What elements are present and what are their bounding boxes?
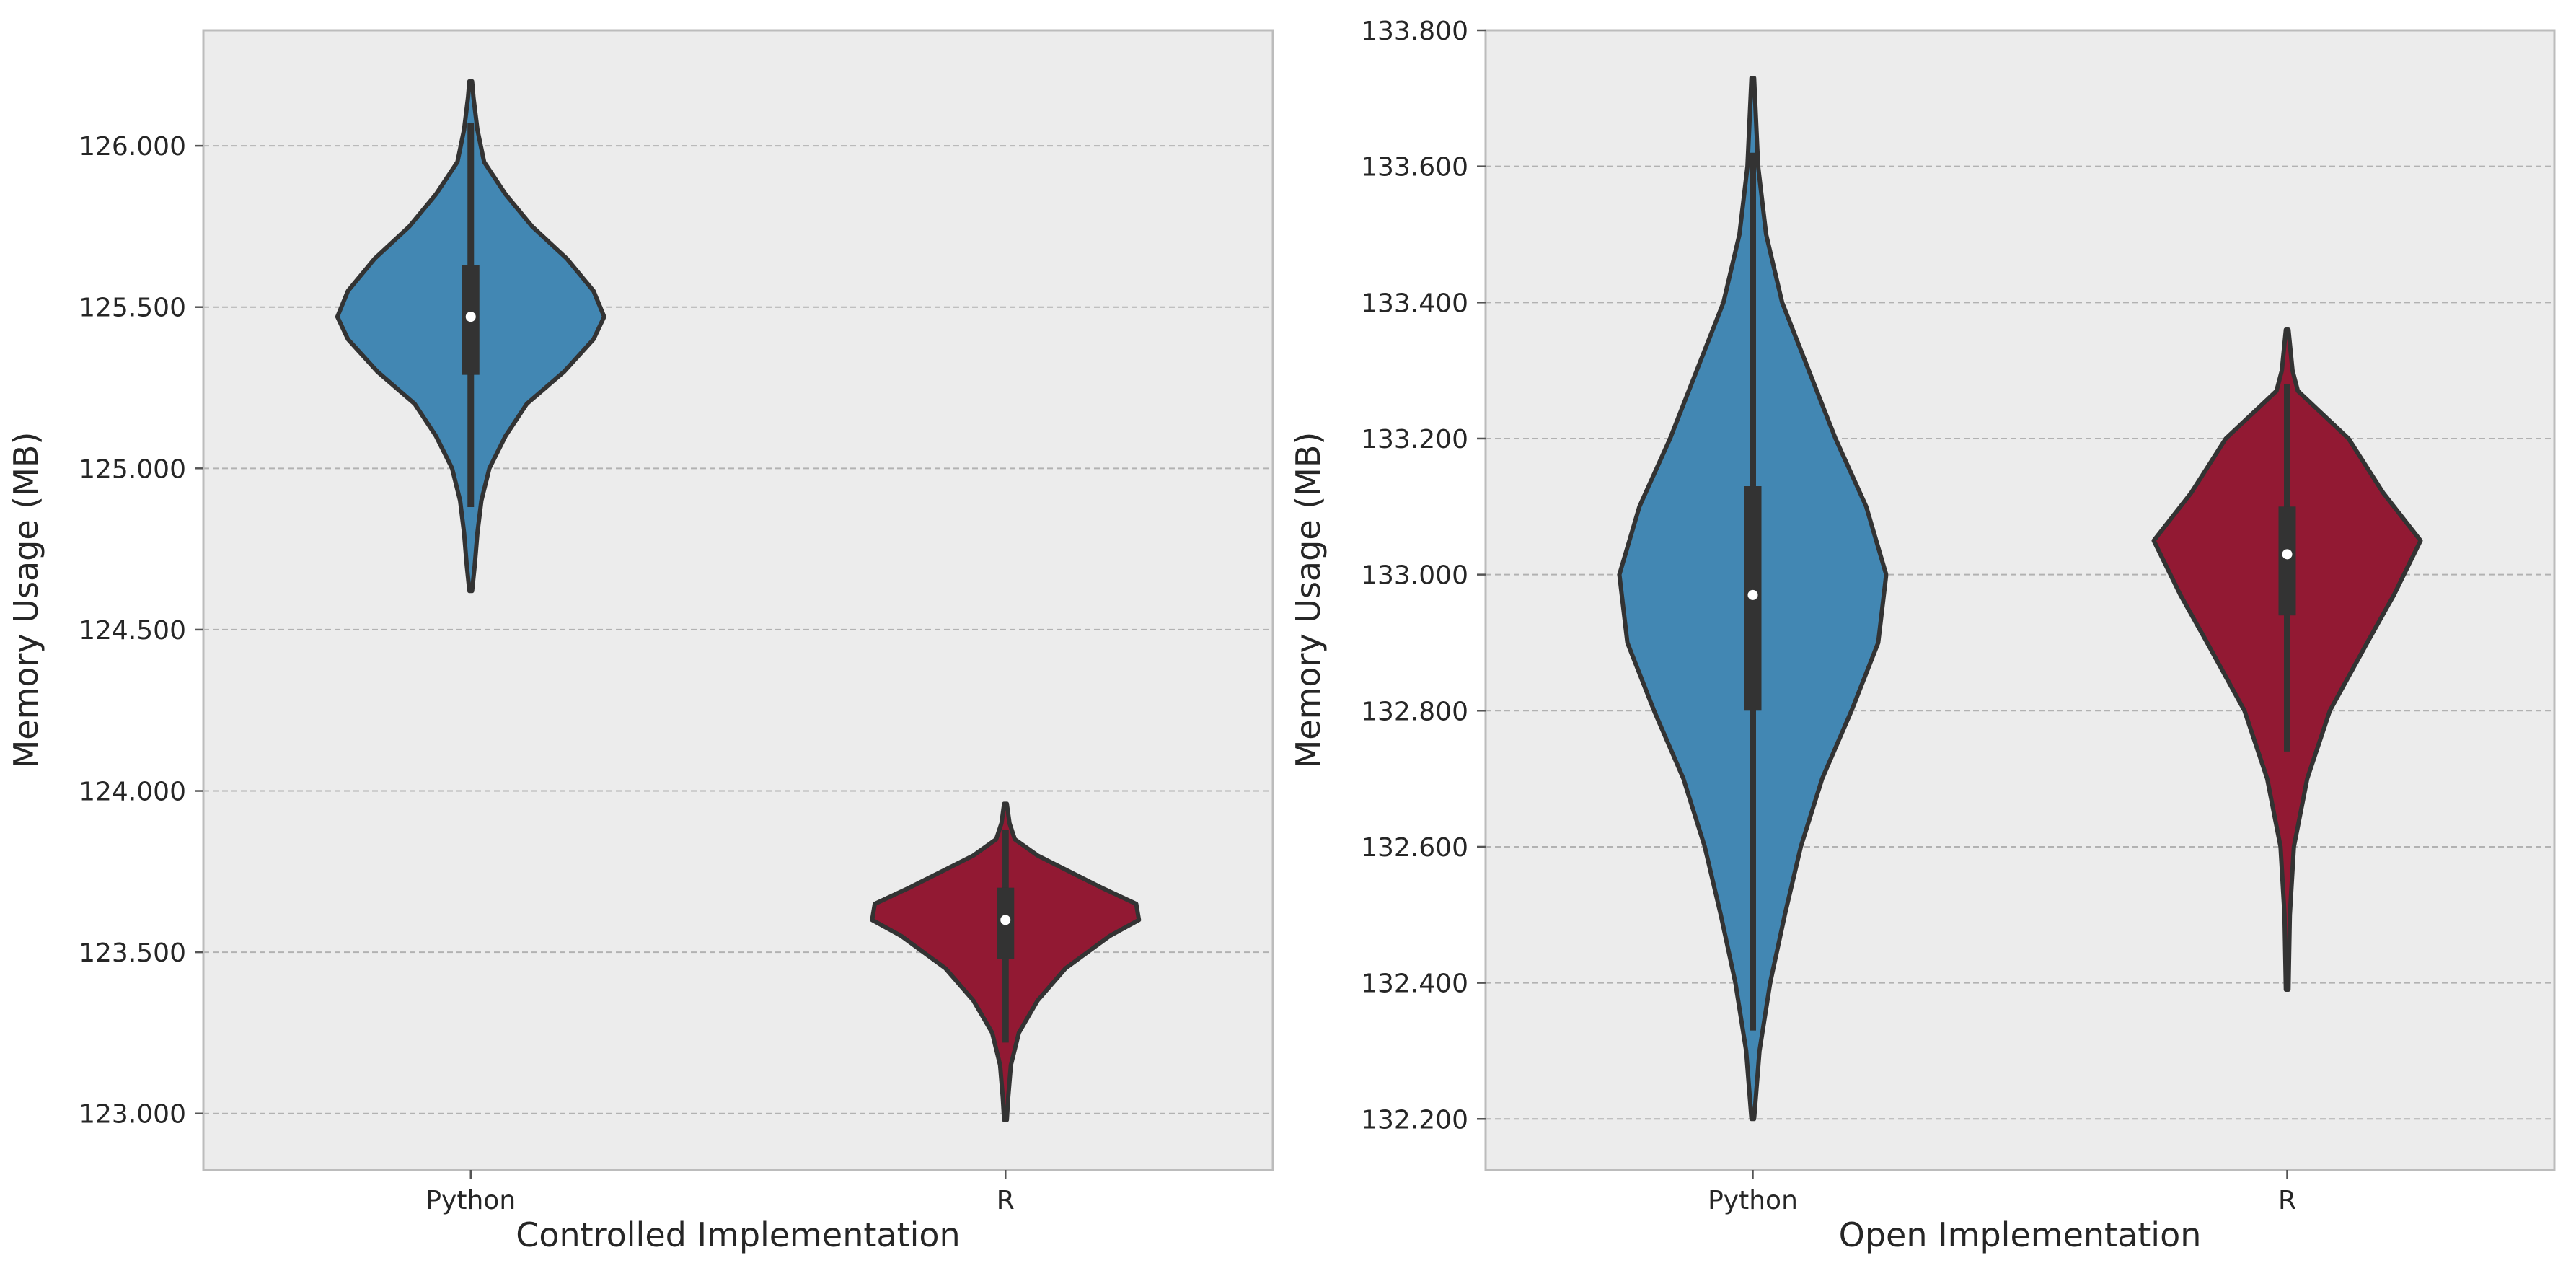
y-tick-label: 124.500: [79, 616, 186, 646]
y-tick-label: 123.000: [79, 1100, 186, 1130]
y-axis-ticks: 123.000 123.500 124.000 124.500 125.000 125.5…: [79, 132, 203, 1130]
x-tick-label: R: [997, 1186, 1015, 1215]
y-tick-label: 125.000: [79, 454, 186, 484]
violin-python: [335, 79, 606, 594]
x-tick-label: R: [2278, 1186, 2296, 1215]
y-tick-label: 132.600: [1361, 833, 1468, 863]
y-tick-label: 124.000: [79, 778, 186, 807]
violin-median-point: [1000, 915, 1011, 925]
y-axis-title: Memory Usage (MB): [6, 432, 45, 769]
violins: [335, 79, 1142, 1122]
x-axis-ticks: Python R: [1708, 1170, 2296, 1215]
plot-frame: [1484, 29, 2556, 1171]
violin-r: [870, 801, 1142, 1122]
violin-median-point: [1747, 589, 1758, 600]
violin-iqr-box: [2278, 506, 2296, 616]
y-tick-label: 125.500: [79, 294, 186, 323]
violin-python: [1617, 76, 1889, 1122]
x-axis-title: Open Implementation: [1839, 1215, 2202, 1254]
y-axis-title: Memory Usage (MB): [1289, 432, 1328, 769]
violin-median-point: [2282, 549, 2293, 560]
x-axis-ticks: Python R: [425, 1170, 1015, 1215]
y-tick-label: 133.800: [1361, 17, 1468, 46]
y-tick-label: 133.400: [1361, 289, 1468, 318]
y-axis-ticks: 132.200 132.400 132.600 132.800 133.000 133.2…: [1361, 17, 1486, 1135]
plot-background: [203, 30, 1273, 1170]
plot-frame: [202, 29, 1274, 1171]
y-tick-label: 126.000: [79, 132, 186, 162]
y-tick-label: 123.500: [79, 938, 186, 968]
x-axis-title: Controlled Implementation: [516, 1215, 960, 1254]
y-tick-label: 133.000: [1361, 561, 1468, 591]
y-tick-label: 133.600: [1361, 153, 1468, 182]
open-implementation-panel: 132.200 132.400 132.600 132.800 133.000 133.2…: [1289, 17, 2556, 1254]
y-tick-label: 132.200: [1361, 1105, 1468, 1135]
x-tick-label: Python: [425, 1186, 516, 1215]
y-tick-label: 133.200: [1361, 425, 1468, 454]
y-tick-label: 132.800: [1361, 697, 1468, 726]
y-tick-label: 132.400: [1361, 969, 1468, 999]
violin-median-point: [465, 312, 476, 322]
violin-r: [2151, 327, 2423, 992]
controlled-implementation-panel: 123.000 123.500 124.000 124.500 125.000 125.5…: [6, 29, 1274, 1254]
x-tick-label: Python: [1708, 1186, 1798, 1215]
violins: [1617, 76, 2423, 1122]
